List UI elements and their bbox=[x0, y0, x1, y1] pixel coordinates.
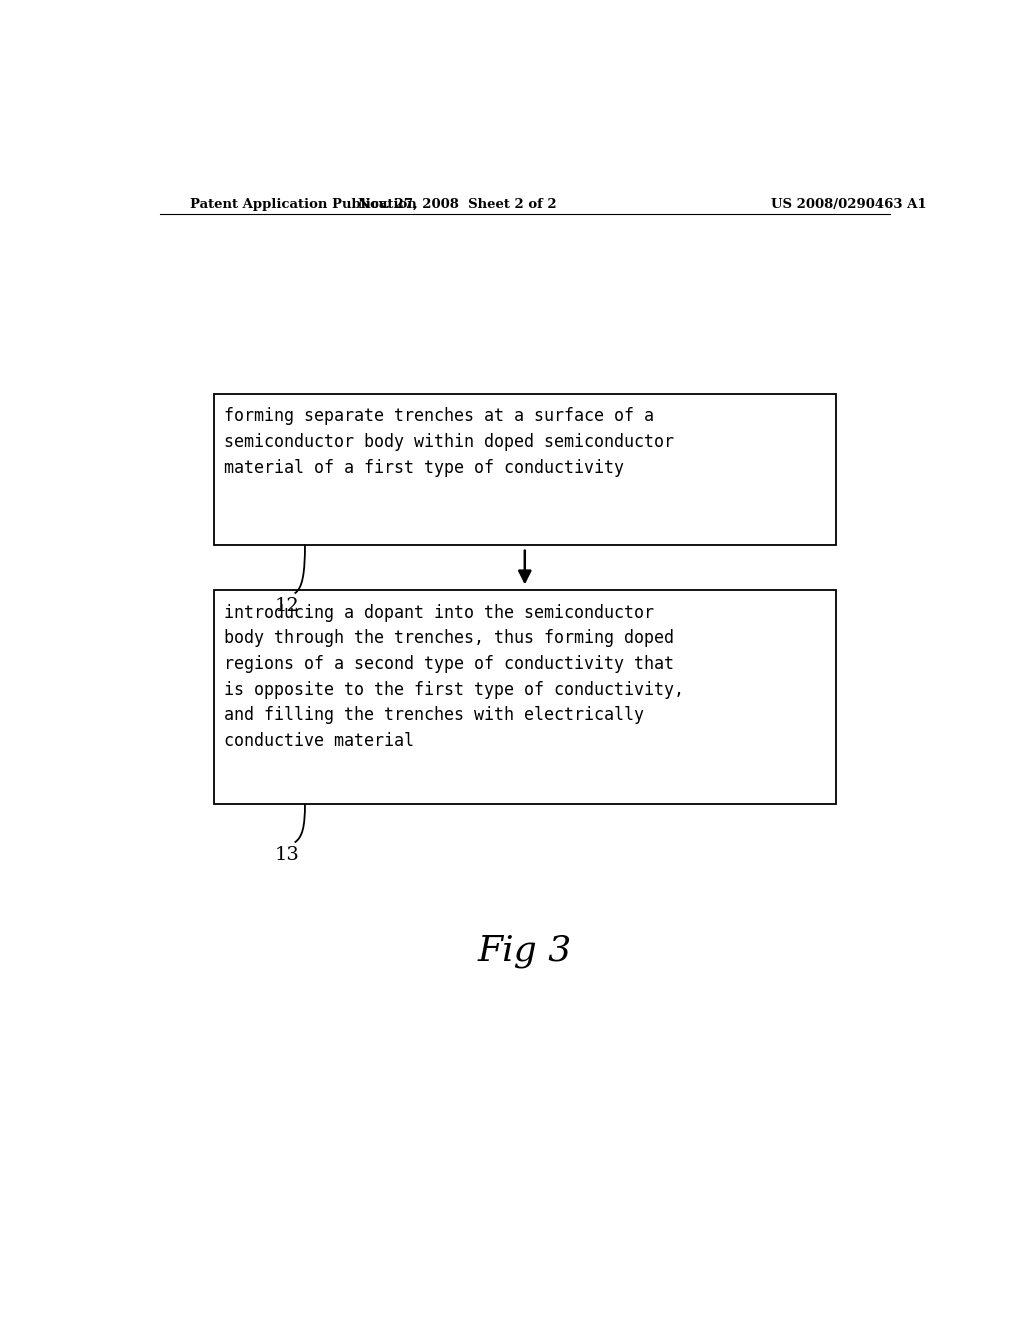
Text: Fig 3: Fig 3 bbox=[477, 935, 572, 968]
Text: 12: 12 bbox=[274, 597, 300, 615]
Text: Nov. 27, 2008  Sheet 2 of 2: Nov. 27, 2008 Sheet 2 of 2 bbox=[358, 198, 557, 211]
Text: introducing a dopant into the semiconductor
body through the trenches, thus form: introducing a dopant into the semiconduc… bbox=[224, 603, 684, 750]
Text: Patent Application Publication: Patent Application Publication bbox=[189, 198, 417, 211]
FancyBboxPatch shape bbox=[214, 395, 836, 545]
Text: US 2008/0290463 A1: US 2008/0290463 A1 bbox=[771, 198, 927, 211]
FancyBboxPatch shape bbox=[214, 590, 836, 804]
Text: forming separate trenches at a surface of a
semiconductor body within doped semi: forming separate trenches at a surface o… bbox=[224, 408, 674, 477]
Text: 13: 13 bbox=[274, 846, 300, 863]
